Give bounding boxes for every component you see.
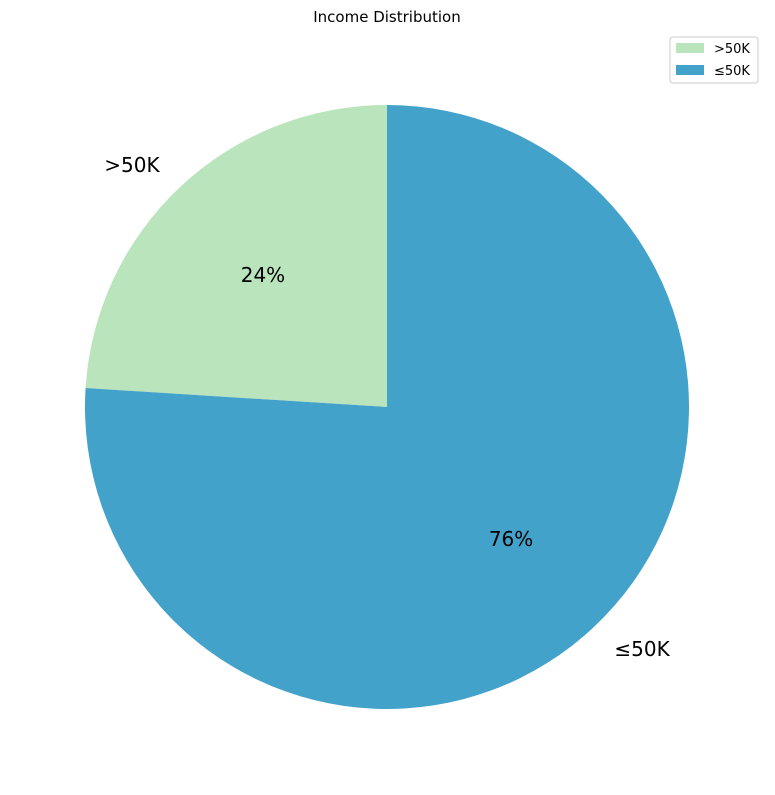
slice-label-le50k: ≤50K — [614, 637, 670, 661]
legend-swatch-gt50k — [676, 43, 704, 53]
pie-slices — [85, 105, 689, 709]
chart-title: Income Distribution — [313, 8, 460, 26]
pct-label-gt50k: 24% — [241, 263, 285, 287]
slice-label-gt50k: >50K — [104, 153, 160, 177]
legend-swatch-le50k — [676, 65, 704, 75]
pie-labels: >50K 24% ≤50K 76% — [104, 153, 670, 661]
legend: >50K ≤50K — [669, 36, 759, 84]
pct-label-le50k: 76% — [489, 527, 533, 551]
legend-label-gt50k: >50K — [714, 42, 750, 57]
pie-slice-gt50k — [85, 105, 388, 407]
legend-label-le50k: ≤50K — [714, 64, 750, 79]
pie-slice-le50k — [85, 105, 689, 709]
